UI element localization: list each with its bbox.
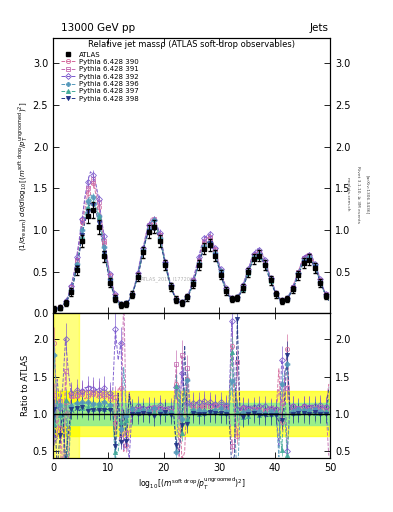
- Y-axis label: Ratio to ATLAS: Ratio to ATLAS: [21, 355, 30, 416]
- X-axis label: $\log_{10}[(m^{\rm soft\ drop}/p_T^{\rm ungroomed})^2]$: $\log_{10}[(m^{\rm soft\ drop}/p_T^{\rm …: [138, 476, 246, 492]
- Text: 13000 GeV pp: 13000 GeV pp: [61, 23, 135, 33]
- Y-axis label: $(1/\sigma_{\rm resum})\ d\sigma/d\log_{10}[(m^{\rm soft\ drop}/p_T^{\rm ungroom: $(1/\sigma_{\rm resum})\ d\sigma/d\log_{…: [17, 101, 30, 250]
- Text: Relative jet massρ (ATLAS soft-drop observables): Relative jet massρ (ATLAS soft-drop obse…: [88, 40, 295, 49]
- Text: [arXiv:1306.3436]: [arXiv:1306.3436]: [365, 175, 369, 214]
- Text: mcplots.cern.ch: mcplots.cern.ch: [346, 177, 350, 212]
- Text: Rivet 3.1.10, ≥ 3M events: Rivet 3.1.10, ≥ 3M events: [356, 166, 360, 223]
- Text: ATLAS_2019_I1772062: ATLAS_2019_I1772062: [141, 276, 198, 282]
- Text: Jets: Jets: [309, 23, 328, 33]
- Legend: ATLAS, Pythia 6.428 390, Pythia 6.428 391, Pythia 6.428 392, Pythia 6.428 396, P: ATLAS, Pythia 6.428 390, Pythia 6.428 39…: [59, 50, 140, 103]
